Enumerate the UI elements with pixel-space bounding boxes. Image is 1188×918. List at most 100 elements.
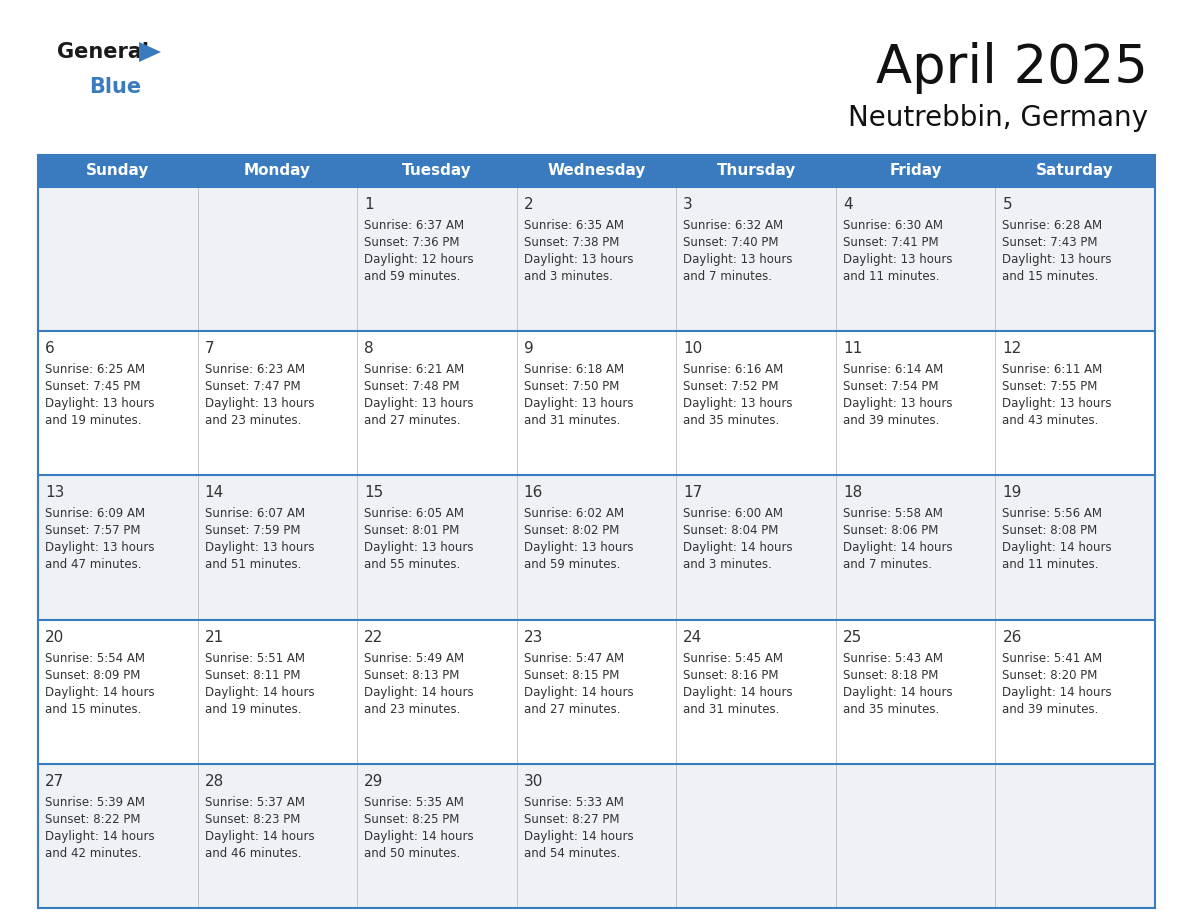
Text: 21: 21 (204, 630, 223, 644)
Text: 9: 9 (524, 341, 533, 356)
Text: Daylight: 14 hours: Daylight: 14 hours (365, 830, 474, 843)
Text: Sunset: 7:52 PM: Sunset: 7:52 PM (683, 380, 779, 393)
Text: and 31 minutes.: and 31 minutes. (524, 414, 620, 427)
Text: General: General (57, 42, 148, 62)
Text: 1: 1 (365, 197, 374, 212)
Text: Sunset: 8:23 PM: Sunset: 8:23 PM (204, 812, 299, 826)
Text: Sunrise: 5:51 AM: Sunrise: 5:51 AM (204, 652, 304, 665)
Text: 27: 27 (45, 774, 64, 789)
Text: Sunrise: 5:58 AM: Sunrise: 5:58 AM (842, 508, 943, 521)
Text: Sunset: 7:38 PM: Sunset: 7:38 PM (524, 236, 619, 249)
Text: Sunrise: 5:43 AM: Sunrise: 5:43 AM (842, 652, 943, 665)
Text: Sunset: 8:20 PM: Sunset: 8:20 PM (1003, 668, 1098, 681)
Text: Daylight: 13 hours: Daylight: 13 hours (842, 253, 953, 266)
Text: Tuesday: Tuesday (402, 163, 472, 178)
Text: and 42 minutes.: and 42 minutes. (45, 846, 141, 860)
Text: Sunrise: 6:14 AM: Sunrise: 6:14 AM (842, 364, 943, 376)
Text: Sunrise: 5:37 AM: Sunrise: 5:37 AM (204, 796, 304, 809)
Text: Sunrise: 6:07 AM: Sunrise: 6:07 AM (204, 508, 304, 521)
Text: Sunrise: 5:35 AM: Sunrise: 5:35 AM (365, 796, 465, 809)
Text: Daylight: 13 hours: Daylight: 13 hours (524, 253, 633, 266)
Text: Thursday: Thursday (716, 163, 796, 178)
Text: Daylight: 13 hours: Daylight: 13 hours (524, 397, 633, 410)
Text: Daylight: 14 hours: Daylight: 14 hours (1003, 542, 1112, 554)
Text: Sunset: 8:08 PM: Sunset: 8:08 PM (1003, 524, 1098, 537)
Text: and 59 minutes.: and 59 minutes. (524, 558, 620, 571)
Text: 29: 29 (365, 774, 384, 789)
Text: 3: 3 (683, 197, 693, 212)
Text: Sunrise: 5:41 AM: Sunrise: 5:41 AM (1003, 652, 1102, 665)
Text: Sunrise: 6:21 AM: Sunrise: 6:21 AM (365, 364, 465, 376)
Text: and 27 minutes.: and 27 minutes. (365, 414, 461, 427)
Text: Sunset: 8:01 PM: Sunset: 8:01 PM (365, 524, 460, 537)
Text: Sunrise: 6:18 AM: Sunrise: 6:18 AM (524, 364, 624, 376)
Text: Daylight: 13 hours: Daylight: 13 hours (365, 397, 474, 410)
Text: and 59 minutes.: and 59 minutes. (365, 270, 461, 283)
Text: 19: 19 (1003, 486, 1022, 500)
Text: Sunset: 7:40 PM: Sunset: 7:40 PM (683, 236, 779, 249)
Text: Sunrise: 6:09 AM: Sunrise: 6:09 AM (45, 508, 145, 521)
Text: Sunrise: 6:00 AM: Sunrise: 6:00 AM (683, 508, 783, 521)
Text: Sunrise: 6:23 AM: Sunrise: 6:23 AM (204, 364, 304, 376)
Text: Sunset: 8:09 PM: Sunset: 8:09 PM (45, 668, 140, 681)
Text: Daylight: 13 hours: Daylight: 13 hours (842, 397, 953, 410)
Text: and 27 minutes.: and 27 minutes. (524, 702, 620, 716)
Text: and 35 minutes.: and 35 minutes. (842, 702, 939, 716)
Text: Saturday: Saturday (1036, 163, 1114, 178)
Text: Sunset: 8:15 PM: Sunset: 8:15 PM (524, 668, 619, 681)
Text: 16: 16 (524, 486, 543, 500)
Text: 26: 26 (1003, 630, 1022, 644)
Text: Daylight: 13 hours: Daylight: 13 hours (524, 542, 633, 554)
Text: Sunrise: 6:32 AM: Sunrise: 6:32 AM (683, 219, 783, 232)
Text: and 31 minutes.: and 31 minutes. (683, 702, 779, 716)
Text: and 46 minutes.: and 46 minutes. (204, 846, 301, 860)
Text: Daylight: 14 hours: Daylight: 14 hours (45, 686, 154, 699)
Text: Blue: Blue (89, 77, 141, 97)
Text: Daylight: 12 hours: Daylight: 12 hours (365, 253, 474, 266)
Text: Sunset: 7:43 PM: Sunset: 7:43 PM (1003, 236, 1098, 249)
Text: and 39 minutes.: and 39 minutes. (1003, 702, 1099, 716)
Bar (38, 187, 1155, 331)
Text: and 54 minutes.: and 54 minutes. (524, 846, 620, 860)
Text: 2: 2 (524, 197, 533, 212)
Text: Daylight: 14 hours: Daylight: 14 hours (524, 686, 633, 699)
Text: 12: 12 (1003, 341, 1022, 356)
Text: Daylight: 14 hours: Daylight: 14 hours (204, 686, 314, 699)
Text: Friday: Friday (890, 163, 942, 178)
Bar (38, 476, 1155, 620)
Text: Sunset: 8:13 PM: Sunset: 8:13 PM (365, 668, 460, 681)
Text: Sunset: 8:16 PM: Sunset: 8:16 PM (683, 668, 779, 681)
Text: Sunset: 7:54 PM: Sunset: 7:54 PM (842, 380, 939, 393)
Text: and 43 minutes.: and 43 minutes. (1003, 414, 1099, 427)
Text: and 51 minutes.: and 51 minutes. (204, 558, 301, 571)
Text: Sunset: 8:25 PM: Sunset: 8:25 PM (365, 812, 460, 826)
Text: Daylight: 14 hours: Daylight: 14 hours (365, 686, 474, 699)
Text: and 11 minutes.: and 11 minutes. (1003, 558, 1099, 571)
Text: 10: 10 (683, 341, 702, 356)
Text: and 55 minutes.: and 55 minutes. (365, 558, 461, 571)
Text: Sunrise: 6:30 AM: Sunrise: 6:30 AM (842, 219, 943, 232)
Text: and 23 minutes.: and 23 minutes. (365, 702, 461, 716)
Text: Sunrise: 6:37 AM: Sunrise: 6:37 AM (365, 219, 465, 232)
Text: 17: 17 (683, 486, 702, 500)
Text: Sunset: 8:27 PM: Sunset: 8:27 PM (524, 812, 619, 826)
Text: Sunrise: 5:54 AM: Sunrise: 5:54 AM (45, 652, 145, 665)
Text: and 3 minutes.: and 3 minutes. (524, 270, 613, 283)
Text: Sunrise: 6:16 AM: Sunrise: 6:16 AM (683, 364, 784, 376)
Text: 20: 20 (45, 630, 64, 644)
Text: and 19 minutes.: and 19 minutes. (204, 702, 301, 716)
Text: and 11 minutes.: and 11 minutes. (842, 270, 940, 283)
Text: Daylight: 13 hours: Daylight: 13 hours (45, 397, 154, 410)
Text: Sunrise: 5:45 AM: Sunrise: 5:45 AM (683, 652, 783, 665)
Text: Sunset: 7:45 PM: Sunset: 7:45 PM (45, 380, 140, 393)
Text: 14: 14 (204, 486, 223, 500)
Text: Daylight: 13 hours: Daylight: 13 hours (683, 253, 792, 266)
Text: 11: 11 (842, 341, 862, 356)
Text: Sunrise: 6:05 AM: Sunrise: 6:05 AM (365, 508, 465, 521)
Text: 13: 13 (45, 486, 64, 500)
Text: Sunrise: 6:25 AM: Sunrise: 6:25 AM (45, 364, 145, 376)
Text: and 15 minutes.: and 15 minutes. (1003, 270, 1099, 283)
Text: Daylight: 14 hours: Daylight: 14 hours (1003, 686, 1112, 699)
Text: Sunset: 7:48 PM: Sunset: 7:48 PM (365, 380, 460, 393)
Text: Daylight: 13 hours: Daylight: 13 hours (45, 542, 154, 554)
